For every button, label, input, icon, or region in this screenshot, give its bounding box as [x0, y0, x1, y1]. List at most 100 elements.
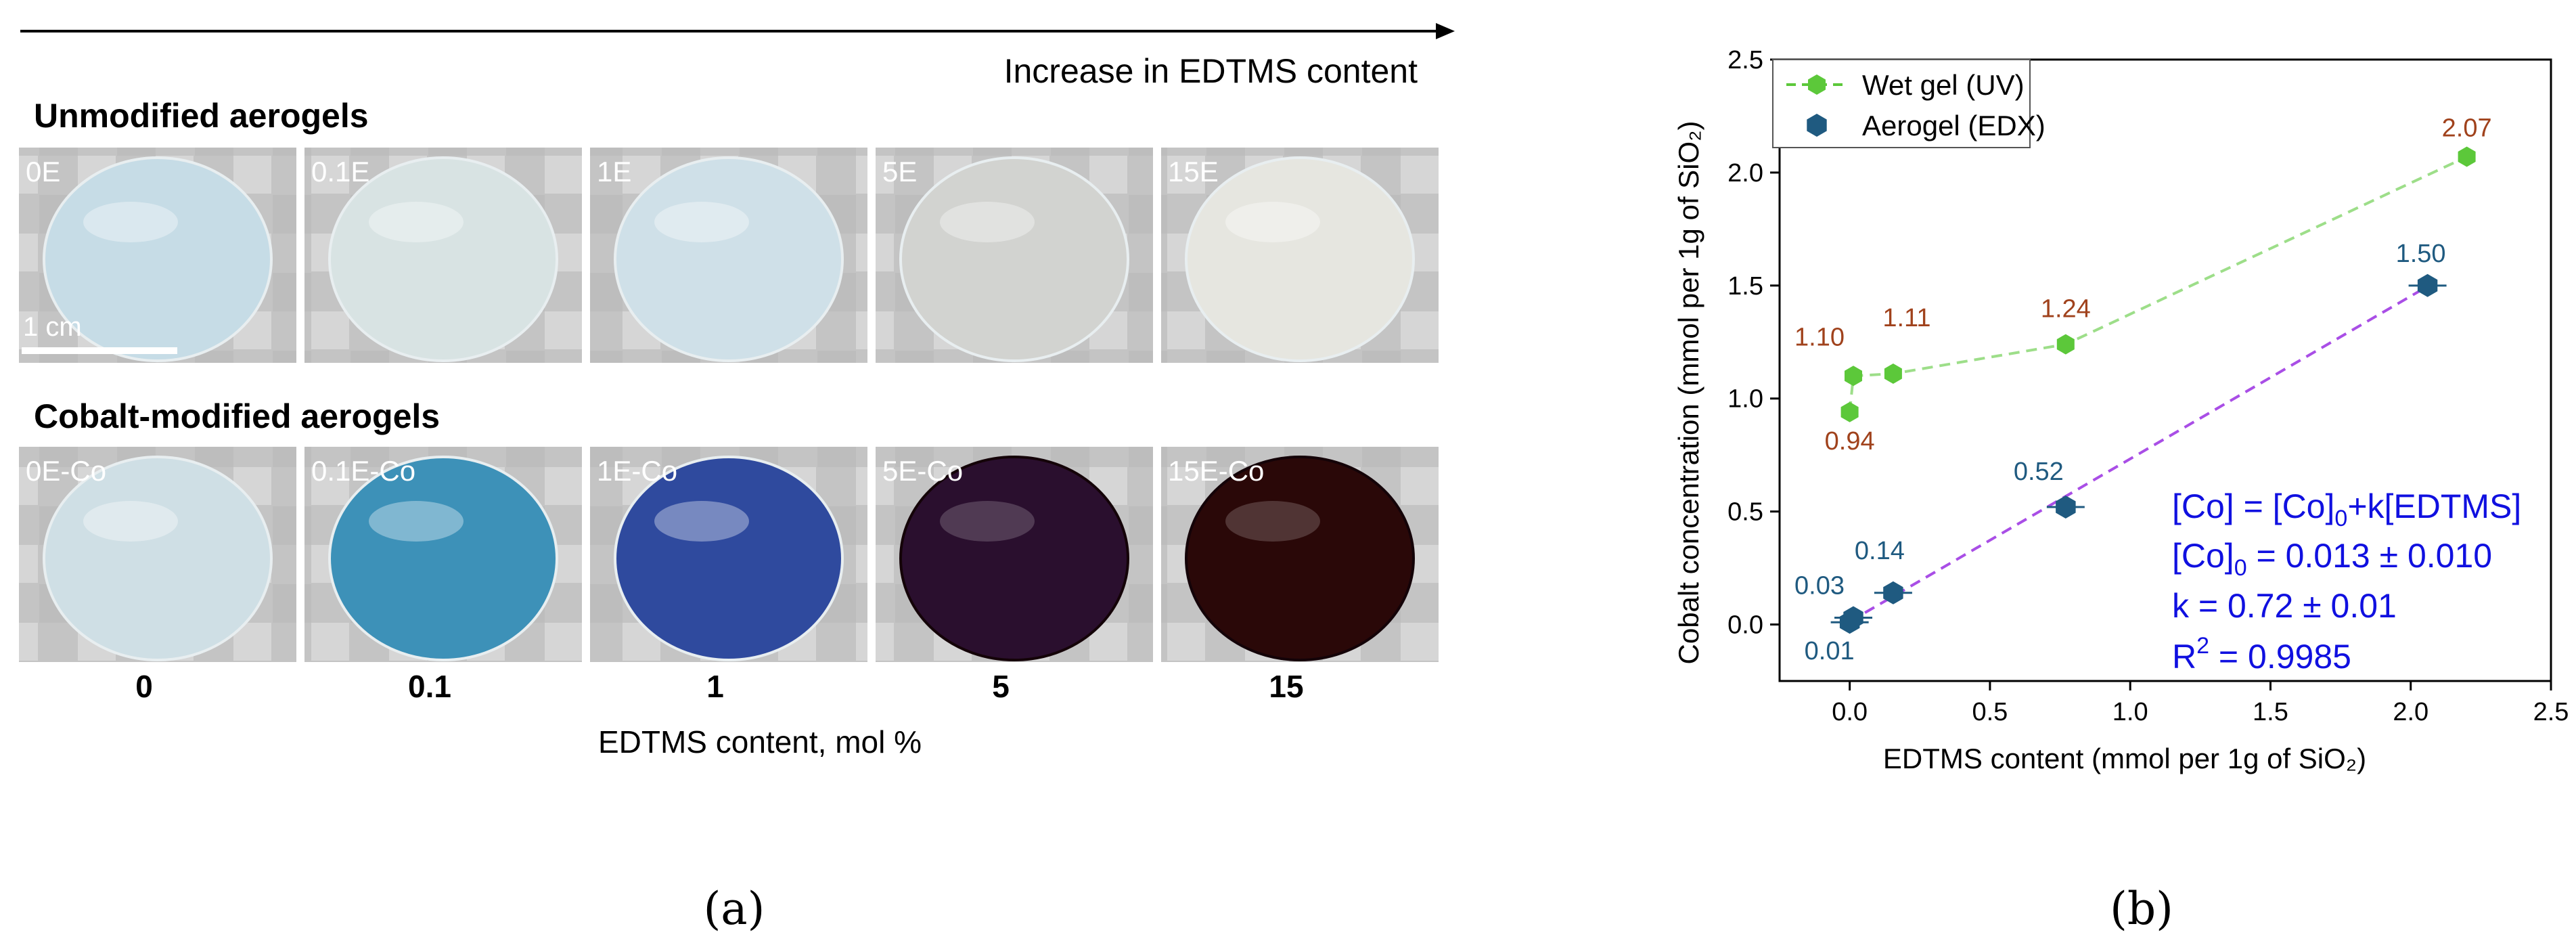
wetgel-value-label: 1.10	[1794, 323, 1845, 351]
x-tick-label: 2.0	[2393, 698, 2428, 726]
aerogel-disc	[1185, 456, 1415, 661]
aerogel-value-label: 0.03	[1794, 572, 1845, 600]
data-labels: 0.94 1.10 1.11 1.24 2.07 0.01 0.03 0.14 0.52 1.50	[1794, 114, 2492, 666]
legend-label-aerogel: Aerogel (EDX)	[1862, 110, 2046, 141]
equation-line-4: R2 = 0.9985	[2172, 633, 2351, 676]
aerogel-disc	[1185, 156, 1415, 362]
plot-area-border	[1778, 58, 2552, 682]
sample-name: 0E-Co	[26, 455, 106, 487]
x-axis-label: EDTMS content (mmol per 1g of SiO₂)	[1883, 743, 2366, 774]
sample-name: 15E	[1168, 156, 1219, 188]
sample-name: 5E-Co	[882, 455, 963, 487]
content-value: 15	[1269, 669, 1303, 704]
aerogel-point	[2056, 496, 2076, 519]
sample-name: 5E	[882, 156, 917, 188]
sample-photo-unmodified-3: 5E	[876, 148, 1153, 363]
aerogel-disc	[43, 456, 273, 661]
y-axis-label: Cobalt concentration (mmol per 1g of SiO…	[1673, 121, 1704, 665]
fit-equation: [Co] = [Co]0+k[EDTMS] [Co]0 = 0.013 ± 0.…	[2172, 487, 2521, 676]
aerogel-value-label: 0.52	[2014, 458, 2064, 486]
content-value: 0.1	[408, 669, 451, 704]
wetgel-series-line	[1848, 155, 2468, 412]
sample-name: 1E-Co	[597, 455, 677, 487]
panel-b-caption: (b)	[2110, 883, 2173, 935]
aerogel-disc	[43, 156, 273, 362]
row1-title: Unmodified aerogels	[34, 97, 369, 135]
aerogel-point	[2417, 273, 2438, 297]
y-tick-label: 2.0	[1727, 159, 1763, 188]
panel-a-caption: (a)	[704, 883, 765, 935]
panel-b: 0.0 0.5 1.0 1.5 2.0 2.5 0.0 0.5 1.0 1.5 2.0 2.5 0.9…	[1673, 46, 2569, 935]
sample-photo-unmodified-2: 1E	[590, 148, 867, 363]
disc-highlight	[940, 501, 1035, 542]
aerogel-disc	[899, 456, 1129, 661]
disc-highlight	[369, 501, 464, 542]
legend-marker-aerogel	[1807, 114, 1827, 137]
panel-a: Increase in EDTMS content Unmodified aer…	[19, 23, 1455, 935]
sample-name: 15E-Co	[1168, 455, 1264, 487]
content-value: 1	[706, 669, 724, 704]
legend: Wet gel (UV) Aerogel (EDX)	[1772, 59, 2046, 148]
aerogel-value-label: 0.14	[1855, 537, 1905, 565]
unmodified-photo-row: 0E 0.1E 1E 5E 15E	[19, 148, 1439, 363]
sample-photo-unmodified-0: 0E	[19, 148, 296, 363]
axis-ticks: 0.0 0.5 1.0 1.5 2.0 2.5 0.0 0.5 1.0 1.5 2.0 2.5	[1727, 46, 2569, 726]
sample-photo-unmodified-4: 15E	[1161, 148, 1439, 363]
disc-highlight	[654, 501, 749, 542]
content-value: 0	[135, 669, 153, 704]
y-tick-label: 1.0	[1727, 385, 1763, 414]
y-tick-label: 2.5	[1727, 46, 1763, 74]
wetgel-point	[2458, 146, 2476, 167]
wetgel-value-label: 0.94	[1825, 427, 1875, 456]
scale-bar-label: 1 cm	[23, 312, 82, 342]
wetgel-point	[1840, 401, 1859, 422]
x-tick-label: 0.0	[1832, 698, 1868, 726]
aerogel-disc	[614, 456, 844, 661]
legend-label-wetgel: Wet gel (UV)	[1862, 69, 2025, 101]
aerogel-disc	[328, 156, 558, 362]
equation-line-3: k = 0.72 ± 0.01	[2172, 587, 2397, 625]
row2-title: Cobalt-modified aerogels	[34, 397, 440, 435]
sample-photo-cobalt-1: 0.1E-Co	[304, 447, 582, 662]
disc-highlight	[1225, 501, 1320, 542]
sample-photo-cobalt-3: 5E-Co	[876, 447, 1153, 662]
sample-name: 0.1E-Co	[311, 455, 415, 487]
wetgel-value-label: 1.11	[1882, 304, 1930, 332]
sample-photo-cobalt-4: 15E-Co	[1161, 447, 1439, 662]
legend-marker-wetgel	[1808, 74, 1826, 95]
arrow-label: Increase in EDTMS content	[1004, 52, 1418, 90]
disc-highlight	[654, 202, 749, 242]
x-tick-label: 0.5	[1972, 698, 2008, 726]
disc-highlight	[940, 202, 1035, 242]
wetgel-point	[1845, 366, 1862, 387]
sample-name: 0E	[26, 156, 60, 188]
plot-points	[1830, 146, 2476, 634]
y-tick-label: 0.0	[1727, 611, 1763, 640]
content-value: 5	[992, 669, 1010, 704]
wetgel-point	[1884, 364, 1902, 384]
aerogel-point	[1883, 581, 1903, 605]
aerogel-point	[1843, 606, 1863, 630]
increase-arrow-head	[1436, 23, 1455, 39]
aerogel-disc	[614, 156, 844, 362]
wetgel-point	[2056, 334, 2075, 355]
disc-highlight	[83, 202, 178, 242]
wetgel-value-label: 1.24	[2041, 295, 2091, 324]
sample-name: 0.1E	[311, 156, 369, 188]
aerogel-disc	[328, 456, 558, 661]
sample-photo-cobalt-2: 1E-Co	[590, 447, 867, 662]
linear-fit-line	[1849, 285, 2428, 623]
sample-name: 1E	[597, 156, 631, 188]
sample-photo-cobalt-0: 0E-Co	[19, 447, 296, 662]
disc-highlight	[1225, 202, 1320, 242]
y-tick-label: 1.5	[1727, 272, 1763, 301]
disc-highlight	[369, 202, 464, 242]
x-tick-label: 1.5	[2253, 698, 2288, 726]
content-value-labels: 0 0.1 1 5 15	[135, 669, 1303, 704]
equation-line-2: [Co]0 = 0.013 ± 0.010	[2172, 537, 2492, 581]
x-tick-label: 2.5	[2533, 698, 2569, 726]
panel-a-xlabel: EDTMS content, mol %	[598, 724, 922, 760]
x-tick-label: 1.0	[2112, 698, 2148, 726]
disc-highlight	[83, 501, 178, 542]
